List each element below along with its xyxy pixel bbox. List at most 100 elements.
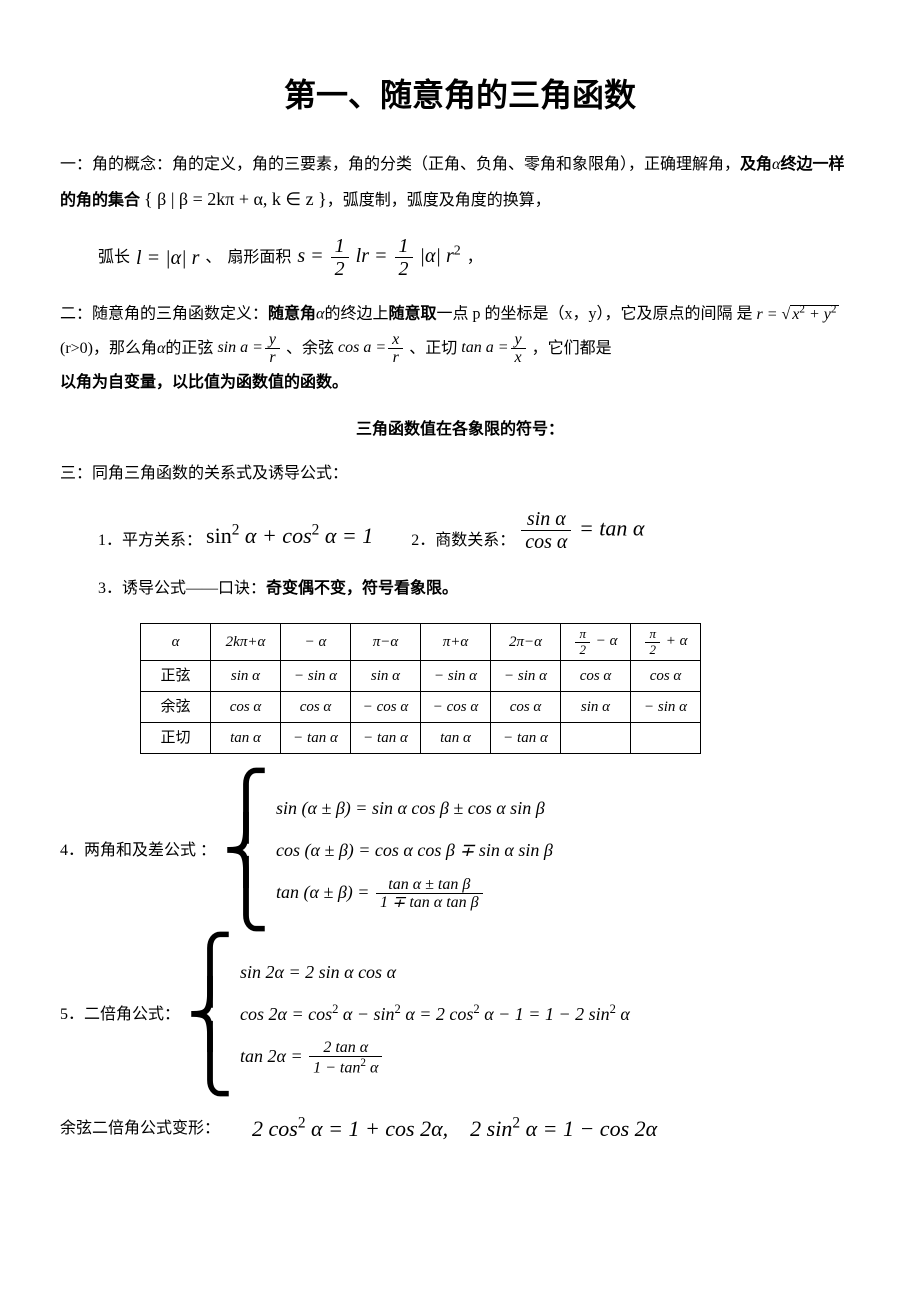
brace-icon-2: ⎧⎨⎩ xyxy=(186,948,240,1082)
tan-lbl: tan a = xyxy=(461,339,508,356)
th-4: π+α xyxy=(421,624,491,661)
i5tda: 1 − tan xyxy=(313,1059,360,1076)
sector-formula: s = 12 lr = 12 |α| r2 xyxy=(297,235,460,280)
i1-sin: sin xyxy=(206,523,232,548)
p3-b: 随意角 xyxy=(268,306,316,323)
i1-mid: α + cos xyxy=(239,523,311,548)
i1-end: α = 1 xyxy=(319,523,373,548)
p3-c: 的终边上 xyxy=(324,306,388,323)
r3-7 xyxy=(631,722,701,753)
arc-formula: l = |α| r xyxy=(136,238,199,278)
r1-5: − sin α xyxy=(491,660,561,691)
item5-brace: ⎧⎨⎩ sin 2α = 2 sin α cos α cos 2α = cos2… xyxy=(186,948,630,1082)
r2-5: cos α xyxy=(491,691,561,722)
r-formula: r = √x2 + y2 xyxy=(756,306,838,323)
plb: α = 1 + cos 2α, xyxy=(306,1116,449,1141)
ple2: 2 xyxy=(512,1114,520,1131)
sin-frac: sin a =yr xyxy=(217,339,282,356)
i5be: α xyxy=(616,1004,630,1024)
i4-tan-lhs: tan (α ± β) = xyxy=(276,882,369,902)
ar2: |α| r xyxy=(420,245,454,267)
brace-icon: ⎧⎨⎩ xyxy=(222,784,276,918)
p1-text-d: ，弧度制，弧度及角度的换算， xyxy=(327,192,551,209)
item-1-2-row: 1．平方关系： sin2 α + cos2 α = 1 2．商数关系： sin … xyxy=(60,508,860,553)
r2-0: 余弦 xyxy=(141,691,211,722)
r1-0: 正弦 xyxy=(141,660,211,691)
sqrt-sym: √ xyxy=(782,306,791,323)
r1-6: cos α xyxy=(561,660,631,691)
r2-7: − sin α xyxy=(631,691,701,722)
induction-table: α 2kπ+α − α π−α π+α 2π−α π2 − α π2 + α 正… xyxy=(140,623,701,754)
tann: y xyxy=(511,331,526,350)
h2n: 1 xyxy=(395,235,413,258)
quadrant-sign-heading: 三角函数值在各象限的符号： xyxy=(60,417,860,443)
r3-0: 正切 xyxy=(141,722,211,753)
th-7: π2 + α xyxy=(631,624,701,661)
i2n: sin α xyxy=(521,508,571,531)
i5-l2: cos 2α = cos2 α − sin2 α = 2 cos2 α − 1 … xyxy=(240,996,630,1032)
p3-h: 、余弦 xyxy=(286,339,334,356)
i5bb: α − sin xyxy=(338,1004,394,1024)
h1d: 2 xyxy=(331,258,349,280)
pld: α = 1 − cos 2α xyxy=(520,1116,657,1141)
th-5: 2π−α xyxy=(491,624,561,661)
cosn: x xyxy=(388,331,403,350)
h2d: 2 xyxy=(395,258,413,280)
i4-l2: cos (α ± β) = cos α cos β ∓ sin α sin β xyxy=(276,832,553,868)
item1-formula: sin2 α + cos2 α = 1 xyxy=(206,518,373,553)
para-3: 二：随意角的三角函数定义：随意角α的终边上随意取一点 p 的坐标是（x，y），它… xyxy=(60,298,860,399)
p1-text-a: 一：角的概念：角的定义，角的三要素，角的分类（正角、负角、零角和象限角），正确理… xyxy=(60,156,740,173)
r-eq: r = xyxy=(756,306,777,323)
last-formula: 2 cos2 α = 1 + cos 2α, 2 sin2 α = 1 − co… xyxy=(252,1107,657,1151)
r1-1: sin α xyxy=(211,660,281,691)
r3-5: − tan α xyxy=(491,722,561,753)
last-label: 余弦二倍角公式变形： xyxy=(60,1113,220,1145)
item5-label: 5．二倍角公式： xyxy=(60,999,180,1031)
sep-1: 、 xyxy=(205,242,221,274)
tan-frac: tan a =yx xyxy=(461,339,527,356)
item3-a: 3．诱导公式——口诀： xyxy=(98,580,266,597)
page-title: 第一、随意角的三角函数 xyxy=(60,70,860,121)
i4-l1: sin (α ± β) = sin α cos β ± cos α sin β xyxy=(276,790,553,826)
p3-e: 一点 p 的坐标是（x，y），它及原点的间隔 是 xyxy=(436,306,752,323)
th-1: 2kπ+α xyxy=(211,624,281,661)
sin-lbl: sin a = xyxy=(217,339,262,356)
i5-l1: sin 2α = 2 sin α cos α xyxy=(240,954,630,990)
i5bd: α − 1 = 1 − 2 sin xyxy=(480,1004,610,1024)
r3-4: tan α xyxy=(421,722,491,753)
i5ba: cos 2α = cos xyxy=(240,1004,332,1024)
p3-g: 的正弦 xyxy=(165,339,213,356)
item-3: 3．诱导公式——口诀：奇变偶不变，符号看象限。 xyxy=(60,573,860,605)
p3-d: 随意取 xyxy=(388,306,436,323)
item3-b: 奇变偶不变，符号看象限。 xyxy=(266,580,458,597)
i5tn: 2 tan α xyxy=(309,1039,382,1058)
r2-2: cos α xyxy=(281,691,351,722)
p3-k: 以角为自变量，以比值为函数值的函数。 xyxy=(60,374,348,391)
r3-2: − tan α xyxy=(281,722,351,753)
i5bc: α = 2 cos xyxy=(401,1004,474,1024)
sqrt-plus: + y xyxy=(805,306,831,323)
p1-text-b: 及角 xyxy=(740,156,772,173)
r3-3: − tan α xyxy=(351,722,421,753)
item-5: 5．二倍角公式： ⎧⎨⎩ sin 2α = 2 sin α cos α cos … xyxy=(60,942,860,1088)
p3-j: ，它们都是 xyxy=(532,339,612,356)
p1-set: { β | β = 2kπ + α, k ∈ z } xyxy=(144,189,327,209)
r3-1: tan α xyxy=(211,722,281,753)
i4tn: tan α ± tan β xyxy=(376,876,483,895)
item-4: 4．两角和及差公式 ： ⎧⎨⎩ sin (α ± β) = sin α cos … xyxy=(60,778,860,924)
plg xyxy=(448,1116,470,1141)
p3-f: (r>0)，那么角 xyxy=(60,339,157,356)
cos-frac: cos a =xr xyxy=(338,339,405,356)
i2d: cos α xyxy=(521,531,571,553)
item2-label: 2．商数关系： xyxy=(411,528,515,554)
i5td: 1 − tan2 α xyxy=(309,1057,382,1077)
r3-6 xyxy=(561,722,631,753)
table-row-head: α 2kπ+α − α π−α π+α 2π−α π2 − α π2 + α xyxy=(141,624,701,661)
sind: r xyxy=(265,349,280,367)
th-6: π2 − α xyxy=(561,624,631,661)
cosd: r xyxy=(388,349,403,367)
s-eq: s = xyxy=(297,245,323,267)
r2-3: − cos α xyxy=(351,691,421,722)
r1-4: − sin α xyxy=(421,660,491,691)
h1n: 1 xyxy=(331,235,349,258)
